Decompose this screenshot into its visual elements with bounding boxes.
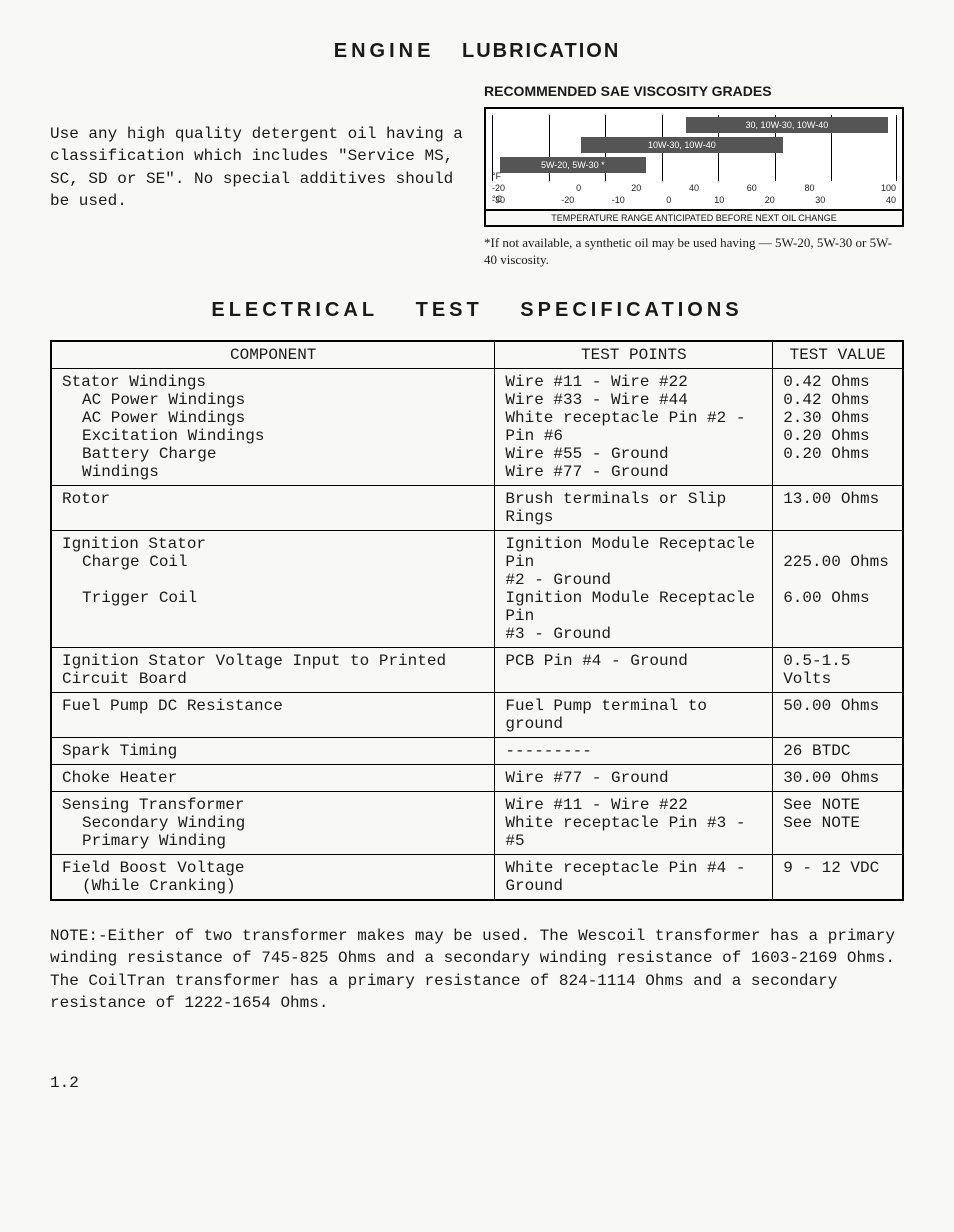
test-value-cell: 0.5-1.5 Volts <box>773 647 903 692</box>
chart-gridline <box>896 115 897 181</box>
viscosity-band: 10W-30, 10W-40 <box>581 137 783 153</box>
transformer-note: NOTE:-Either of two transformer makes ma… <box>50 925 904 1015</box>
test-points-cell: Fuel Pump terminal to ground <box>495 692 773 737</box>
axis-c-tick: -20 <box>543 195 594 205</box>
axis-c-tick: 10 <box>694 195 745 205</box>
table-row: Sensing TransformerSecondary WindingPrim… <box>51 791 903 854</box>
test-points-cell: Wire #11 - Wire #22White receptacle Pin … <box>495 791 773 854</box>
test-value-cell: 0.42 Ohms0.42 Ohms2.30 Ohms0.20 Ohms0.20… <box>773 368 903 485</box>
test-points-cell: Brush terminals or Slip Rings <box>495 485 773 530</box>
component-cell: Choke Heater <box>51 764 495 791</box>
specs-title: ELECTRICAL TEST SPECIFICATIONS <box>50 299 904 322</box>
test-points-cell: Ignition Module Receptacle Pin#2 - Groun… <box>495 530 773 647</box>
test-value-cell: 225.00 Ohms 6.00 Ohms <box>773 530 903 647</box>
component-cell: Ignition StatorCharge Coil Trigger Coil <box>51 530 495 647</box>
title-word-1: ENGINE <box>334 40 435 62</box>
oil-paragraph: Use any high quality detergent oil havin… <box>50 83 464 213</box>
specs-title-w2: TEST <box>416 299 483 322</box>
lubrication-section: Use any high quality detergent oil havin… <box>50 83 904 269</box>
viscosity-heading: RECOMMENDED SAE VISCOSITY GRADES <box>484 83 904 99</box>
axis-c-tick: 30 <box>795 195 846 205</box>
table-row: RotorBrush terminals or Slip Rings13.00 … <box>51 485 903 530</box>
specs-title-w1: ELECTRICAL <box>211 299 378 322</box>
specs-title-w3: SPECIFICATIONS <box>520 299 742 322</box>
temp-range-note: TEMPERATURE RANGE ANTICIPATED BEFORE NEX… <box>484 211 904 227</box>
test-value-cell: 26 BTDC <box>773 737 903 764</box>
component-cell: Stator WindingsAC Power WindingsAC Power… <box>51 368 495 485</box>
specs-table: COMPONENT TEST POINTS TEST VALUE Stator … <box>50 340 904 901</box>
table-header-row: COMPONENT TEST POINTS TEST VALUE <box>51 341 903 369</box>
page-title: ENGINE LUBRICATION <box>50 40 904 63</box>
axis-f-tick: -20 <box>492 183 550 193</box>
viscosity-band: 30, 10W-30, 10W-40 <box>686 117 888 133</box>
table-row: Ignition Stator Voltage Input to Printed… <box>51 647 903 692</box>
component-cell: Ignition Stator Voltage Input to Printed… <box>51 647 495 692</box>
test-points-cell: Wire #11 - Wire #22Wire #33 - Wire #44Wh… <box>495 368 773 485</box>
axis-c-tick: 20 <box>745 195 796 205</box>
test-value-cell: 13.00 Ohms <box>773 485 903 530</box>
test-value-cell: 9 - 12 VDC <box>773 854 903 900</box>
col-component: COMPONENT <box>51 341 495 369</box>
component-cell: Fuel Pump DC Resistance <box>51 692 495 737</box>
test-points-cell: White receptacle Pin #4 - Ground <box>495 854 773 900</box>
component-cell: Sensing TransformerSecondary WindingPrim… <box>51 791 495 854</box>
viscosity-band: 5W-20, 5W-30 * <box>500 157 645 173</box>
axis-c-tick: 40 <box>846 195 897 205</box>
test-value-cell: 30.00 Ohms <box>773 764 903 791</box>
title-word-2: LUBRICATION <box>462 40 620 62</box>
table-row: Fuel Pump DC ResistanceFuel Pump termina… <box>51 692 903 737</box>
table-row: Ignition StatorCharge Coil Trigger CoilI… <box>51 530 903 647</box>
page-number: 1.2 <box>50 1074 904 1092</box>
table-row: Spark Timing---------26 BTDC <box>51 737 903 764</box>
axis-f-tick: 100 <box>838 183 896 193</box>
component-cell: Field Boost Voltage(While Cranking) <box>51 854 495 900</box>
viscosity-column: RECOMMENDED SAE VISCOSITY GRADES 30, 10W… <box>484 83 904 269</box>
axis-f-tick: 40 <box>665 183 723 193</box>
test-value-cell: 50.00 Ohms <box>773 692 903 737</box>
synthetic-oil-note: *If not available, a synthetic oil may b… <box>484 235 904 269</box>
table-row: Field Boost Voltage(While Cranking)White… <box>51 854 903 900</box>
axis-f-tick: 0 <box>550 183 608 193</box>
component-cell: Rotor <box>51 485 495 530</box>
col-test-points: TEST POINTS <box>495 341 773 369</box>
col-test-value: TEST VALUE <box>773 341 903 369</box>
table-row: Stator WindingsAC Power WindingsAC Power… <box>51 368 903 485</box>
test-value-cell: See NOTESee NOTE <box>773 791 903 854</box>
axis-f-tick: 20 <box>607 183 665 193</box>
axis-c-tick: -30 <box>492 195 543 205</box>
test-points-cell: PCB Pin #4 - Ground <box>495 647 773 692</box>
component-cell: Spark Timing <box>51 737 495 764</box>
table-row: Choke HeaterWire #77 - Ground30.00 Ohms <box>51 764 903 791</box>
axis-c-tick: -10 <box>593 195 644 205</box>
axis-c-tick: 0 <box>644 195 695 205</box>
test-points-cell: Wire #77 - Ground <box>495 764 773 791</box>
test-points-cell: --------- <box>495 737 773 764</box>
axis-f-tick: 80 <box>781 183 839 193</box>
axis-f-tick: 60 <box>723 183 781 193</box>
viscosity-chart: 30, 10W-30, 10W-40 10W-30, 10W-40 5W-20, 5… <box>484 107 904 211</box>
